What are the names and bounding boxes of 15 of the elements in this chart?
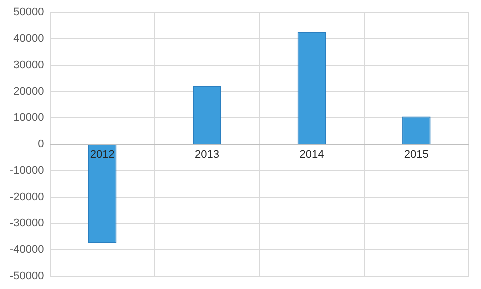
y-tick-label: 10000 [14, 112, 44, 124]
y-tick-label: -20000 [10, 191, 44, 204]
y-tick-label: -10000 [10, 164, 44, 177]
x-tick-label: 2015 [404, 149, 429, 162]
y-tick-label: -50000 [10, 270, 44, 282]
y-tick-label: -30000 [10, 218, 44, 230]
x-tick-label: 2014 [300, 149, 324, 162]
y-tick-label: 30000 [14, 59, 44, 72]
y-tick-label: 40000 [14, 33, 44, 46]
x-tick-label: 2013 [195, 149, 220, 162]
y-tick-label: 20000 [14, 86, 44, 98]
y-tick-label: -40000 [10, 244, 44, 256]
y-tick-label: 50000 [14, 6, 44, 19]
x-tick-label: 2012 [90, 149, 115, 162]
y-tick-label: 0 [38, 138, 44, 151]
